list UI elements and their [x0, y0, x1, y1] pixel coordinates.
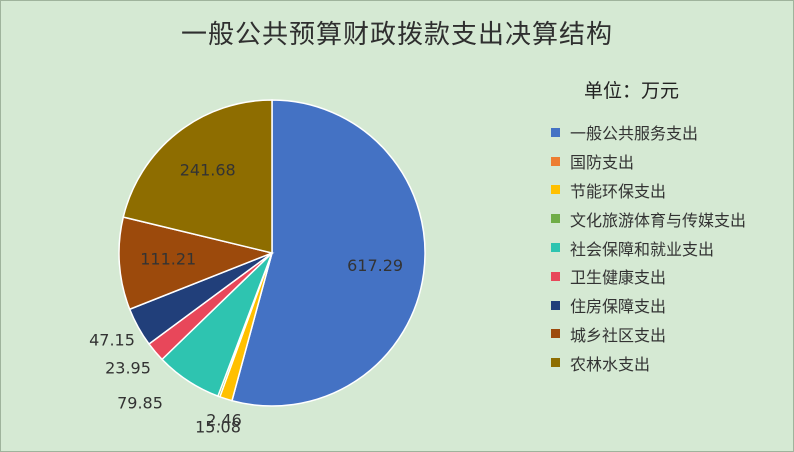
legend-swatch: [551, 214, 560, 224]
legend: 一般公共服务支出 国防支出节能环保支出文化旅游体育与传媒支出 社会保障和就业支出 卫生…: [551, 118, 746, 377]
legend-label: 社会保障和就业支出: [570, 239, 715, 259]
legend-item: 城乡社区支出: [551, 320, 746, 349]
legend-swatch: [551, 358, 560, 368]
legend-item: 卫生健康支出: [551, 262, 746, 291]
legend-label: 城乡社区支出: [570, 325, 667, 345]
legend-label: 国防支出: [570, 153, 635, 173]
pie-slice: [118, 216, 275, 311]
legend-label: 卫生健康支出: [570, 268, 667, 288]
legend-swatch: [551, 300, 560, 310]
legend-item: 一般公共服务支出: [551, 118, 746, 147]
slice-data-label: 241.68: [180, 161, 236, 180]
legend-item: 社会保障和就业支出: [551, 233, 746, 262]
slice-data-label: 2.46: [206, 411, 242, 430]
legend-swatch: [551, 185, 560, 195]
legend-label: 节能环保支出: [570, 181, 667, 201]
slice-data-label: 47.15: [89, 331, 135, 350]
legend-label: 一般公共服务支出: [570, 124, 699, 144]
legend-label: 农林水支出: [570, 354, 651, 374]
legend-swatch: [551, 329, 560, 339]
slice-data-label: 79.85: [117, 394, 163, 413]
legend-swatch: [551, 156, 560, 166]
slice-data-label: 15.08: [195, 418, 241, 437]
pie-slice: [122, 99, 273, 254]
pie-slice: [231, 99, 426, 407]
legend-swatch: [551, 127, 560, 137]
legend-label: 住房保障支出: [570, 297, 667, 317]
legend-label: 文化旅游体育与传媒支出: [570, 210, 747, 230]
unit-label: 单位：万元: [584, 80, 680, 102]
legend-item: 国防支出: [551, 147, 746, 176]
legend-item: 文化旅游体育与传媒支出: [551, 204, 746, 233]
legend-swatch: [551, 271, 560, 281]
legend-swatch: [551, 243, 560, 253]
chart-title: 一般公共预算财政拨款支出决算结构: [180, 20, 613, 50]
slice-data-label: 617.29: [347, 256, 403, 275]
slice-data-label: 111.21: [140, 250, 196, 269]
legend-item: 节能环保支出: [551, 176, 746, 205]
slice-data-label: 23.95: [105, 359, 151, 378]
legend-item: 农林水支出: [551, 348, 746, 377]
legend-item: 住房保障支出: [551, 291, 746, 320]
